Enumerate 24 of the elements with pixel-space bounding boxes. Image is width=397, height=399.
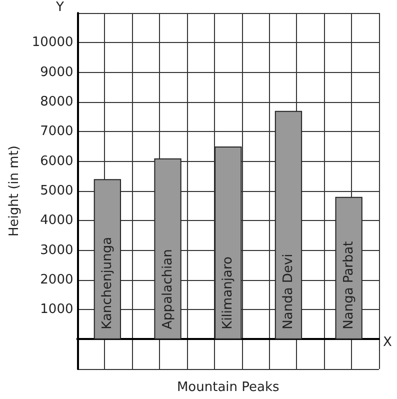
y-tick-label: 8000 [40,94,74,110]
y-tick-label: 3000 [40,242,74,258]
y-tick-label: 7000 [40,124,74,140]
y-tick-label: 10000 [32,35,74,50]
bar [94,179,122,340]
y-tick-label: 2000 [40,272,74,288]
y-axis-title: Height (in mt) [7,146,22,236]
x-tick-label: Nanda Devi [280,254,296,330]
text: Y [55,0,64,15]
x-tick-label: Nanga Parbat [341,241,356,330]
text: X [383,335,392,350]
bar [214,146,242,340]
bar [154,158,182,340]
y-tick-label: 4000 [40,213,74,228]
y-tick-label: 6000 [40,154,74,169]
x-axis-title: Mountain Peaks [176,380,280,395]
x-tick-label: Kilimanjaro [220,256,236,330]
y-tick-label: 1000 [40,302,74,318]
bar [274,110,302,340]
x-tick-label: Appalachian [160,249,176,330]
x-tick-label: Kanchenjunga [100,236,115,330]
y-tick-label: 9000 [40,64,74,80]
y-tick-label: 5000 [40,184,74,198]
bar [335,196,362,340]
